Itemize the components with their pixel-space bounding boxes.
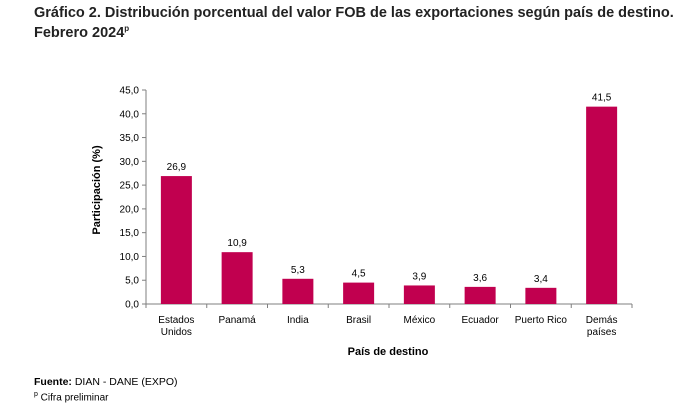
bar: [282, 278, 314, 304]
y-axis: 0,0 5,0 10,0 15,0 20,0 25,0 30,0 35,0 40,0 45,0: [120, 86, 147, 311]
y-tick-label: 25,0: [120, 181, 140, 192]
y-tick-label: 0,0: [125, 300, 139, 311]
y-tick-label: 30,0: [120, 157, 140, 168]
data-label: 3,6: [473, 273, 487, 284]
bar: [343, 282, 375, 304]
y-tick-label: 15,0: [120, 228, 140, 239]
x-tick-label: Panamá: [219, 315, 257, 326]
bar: [403, 285, 435, 304]
y-tick-label: 40,0: [120, 109, 140, 120]
bar: [221, 252, 253, 304]
y-tick-label: 20,0: [120, 204, 140, 215]
source-text: DIAN - DANE (EXPO): [71, 376, 178, 388]
data-labels: 26,9 10,9 5,3 4,5 3,9 3,6 3,4 41,5: [167, 93, 612, 285]
bar: [525, 287, 557, 304]
bar: [464, 286, 496, 304]
x-tick-label: México: [404, 315, 436, 326]
data-label: 4,5: [352, 269, 366, 280]
x-tick-label: Demás países: [586, 315, 618, 338]
x-tick-label: Puerto Rico: [515, 315, 568, 326]
y-tick-label: 5,0: [125, 276, 139, 287]
x-tick-label: Estados Unidos: [158, 315, 194, 338]
x-axis: [145, 303, 633, 308]
category-labels: Estados Unidos Panamá India Brasil México Ecua…: [158, 315, 617, 338]
y-axis-title: Participación (%): [91, 145, 103, 235]
bars: [160, 106, 618, 305]
chart-title: Gráfico 2. Distribución porcentual del v…: [34, 5, 674, 21]
footnote-superscript: p: [34, 391, 38, 398]
chart-subtitle: Febrero 2024p: [34, 24, 129, 41]
data-label: 3,9: [412, 271, 426, 282]
chart-subtitle-superscript: p: [124, 24, 130, 33]
x-axis-title: País de destino: [348, 346, 429, 358]
data-label: 26,9: [167, 162, 187, 173]
y-tick-label: 10,0: [120, 252, 140, 263]
source-note: Fuente: DIAN - DANE (EXPO): [34, 376, 178, 388]
x-tick-label: Ecuador: [462, 315, 500, 326]
x-tick-label: Brasil: [346, 315, 371, 326]
y-tick-label: 45,0: [120, 86, 140, 97]
footnote-text: Cifra preliminar: [37, 392, 109, 404]
data-label: 3,4: [534, 274, 548, 285]
footnote: p Cifra preliminar: [34, 391, 108, 403]
x-tick-label: India: [287, 315, 309, 326]
data-label: 41,5: [592, 93, 612, 104]
chart-subtitle-text: Febrero 2024: [34, 24, 125, 41]
source-label: Fuente:: [34, 376, 72, 388]
bar: [160, 176, 192, 304]
data-label: 10,9: [227, 238, 247, 249]
y-tick-label: 35,0: [120, 133, 140, 144]
bar: [586, 106, 618, 305]
data-label: 5,3: [291, 265, 305, 276]
